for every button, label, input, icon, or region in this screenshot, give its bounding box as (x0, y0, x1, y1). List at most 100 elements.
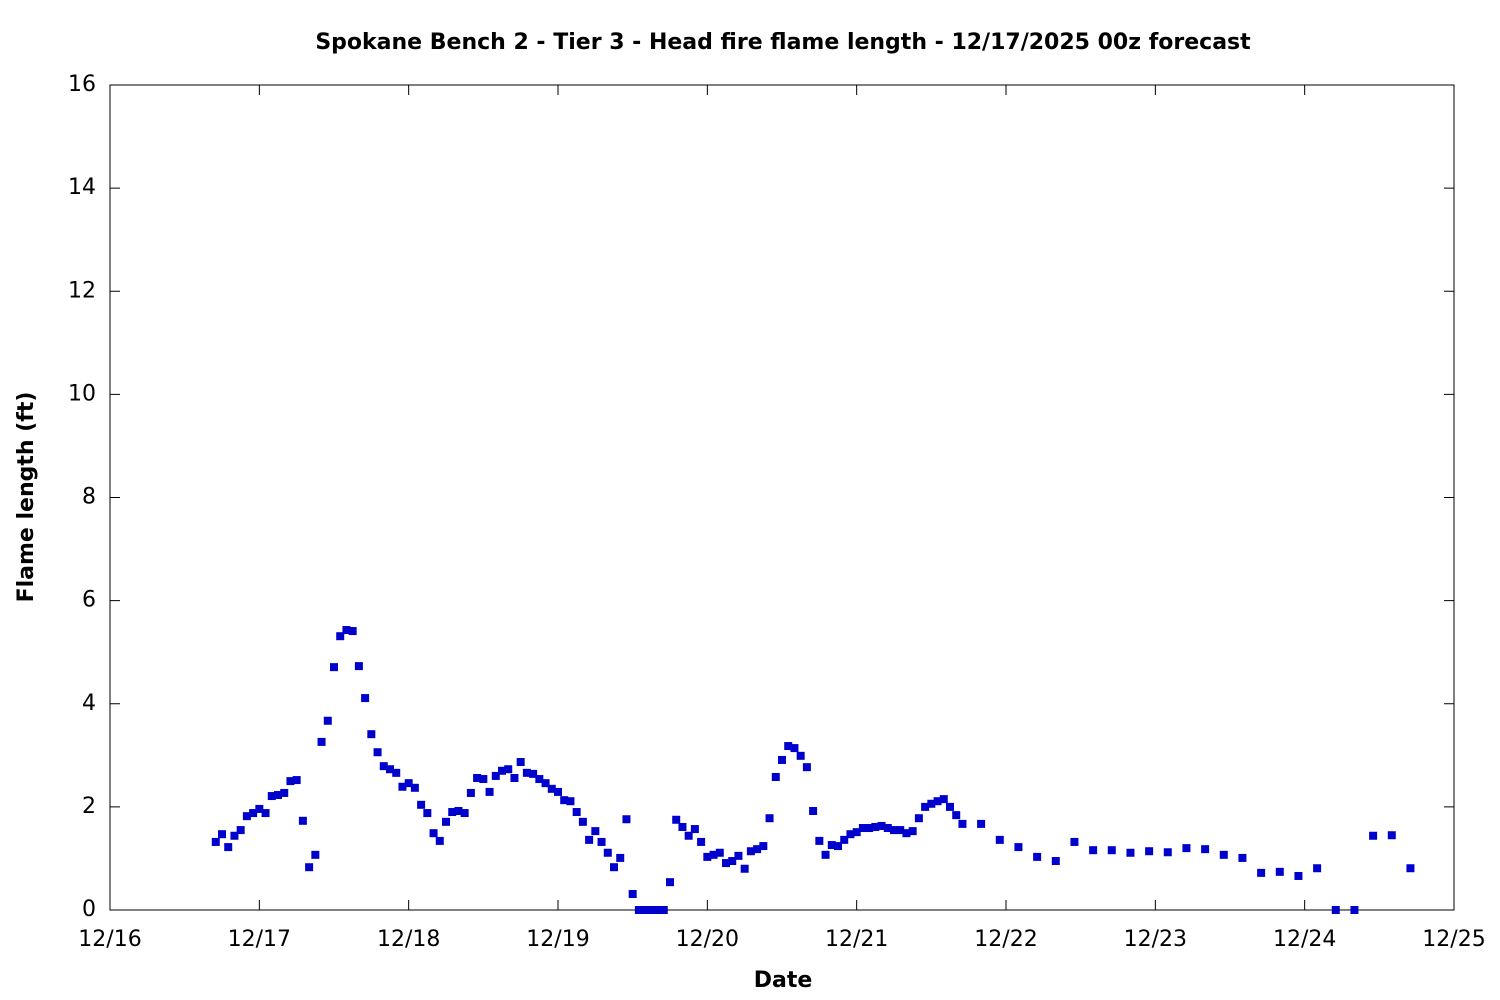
point (404, 779, 413, 788)
point (311, 850, 320, 859)
y-tick-label: 4 (82, 691, 96, 716)
x-tick-label: 12/17 (228, 927, 291, 952)
point (784, 742, 793, 751)
point (933, 797, 942, 806)
point (1275, 867, 1284, 876)
point (871, 822, 880, 831)
point (560, 796, 569, 805)
point (995, 835, 1004, 844)
point (398, 782, 407, 791)
point (585, 835, 594, 844)
point (230, 831, 239, 840)
point (771, 772, 780, 781)
point (442, 817, 450, 826)
point (429, 829, 438, 838)
point (946, 802, 954, 811)
point (883, 824, 892, 833)
point (927, 799, 936, 808)
point (1163, 848, 1172, 857)
point (765, 814, 774, 823)
x-tick-label: 12/23 (1124, 927, 1187, 952)
point (529, 769, 538, 778)
point (1107, 846, 1116, 855)
point (865, 824, 874, 833)
point (1126, 848, 1135, 857)
point (479, 775, 488, 784)
point (1182, 844, 1191, 853)
point (858, 824, 867, 833)
y-tick-label: 14 (68, 175, 96, 200)
point (373, 748, 382, 757)
point (591, 827, 600, 836)
point (890, 826, 898, 835)
point (292, 776, 301, 785)
point (435, 836, 444, 845)
point (672, 815, 681, 824)
point (342, 626, 351, 635)
point (286, 777, 295, 786)
point (305, 863, 314, 872)
point (423, 809, 432, 818)
point (1070, 837, 1079, 846)
y-tick-label: 16 (68, 72, 96, 97)
point (566, 797, 575, 806)
point (261, 809, 270, 818)
point (896, 826, 905, 835)
point (448, 808, 457, 817)
point (280, 788, 289, 797)
point (267, 792, 276, 801)
point (330, 663, 338, 672)
x-tick-label: 12/21 (825, 927, 888, 952)
point (703, 852, 712, 861)
point (242, 812, 251, 821)
point (218, 830, 226, 839)
point (659, 906, 668, 914)
point (753, 845, 762, 854)
x-tick-label: 12/18 (377, 927, 440, 952)
y-tick-label: 6 (82, 588, 96, 613)
x-axis-label: Date (754, 968, 813, 993)
point (815, 836, 824, 845)
point (908, 827, 917, 836)
point (690, 825, 699, 834)
point (666, 878, 674, 887)
point (317, 737, 326, 746)
point (715, 848, 724, 857)
point (902, 829, 911, 838)
point (1201, 845, 1210, 854)
point (336, 632, 345, 641)
point (554, 787, 562, 796)
point (454, 807, 463, 815)
point (255, 804, 264, 813)
point (678, 822, 687, 831)
point (746, 847, 755, 856)
point (392, 768, 401, 777)
point (535, 775, 544, 784)
point (510, 774, 519, 782)
x-tick-label: 12/19 (526, 927, 589, 952)
point (821, 850, 830, 859)
point (298, 816, 307, 825)
point (641, 906, 650, 914)
point (809, 807, 818, 815)
point (379, 762, 388, 771)
point (603, 848, 612, 857)
point (367, 730, 376, 739)
point (386, 765, 394, 774)
point (498, 766, 506, 775)
y-tick-label: 8 (82, 485, 96, 510)
point (877, 821, 886, 830)
y-tick-label: 2 (82, 794, 96, 819)
point (516, 758, 525, 767)
point (361, 694, 370, 703)
plot-frame (109, 84, 1455, 911)
point (634, 906, 643, 914)
point (224, 843, 233, 852)
point (616, 853, 625, 862)
point (921, 802, 930, 811)
point (827, 841, 836, 850)
point (1313, 864, 1322, 873)
point (778, 755, 786, 764)
point (840, 835, 849, 844)
